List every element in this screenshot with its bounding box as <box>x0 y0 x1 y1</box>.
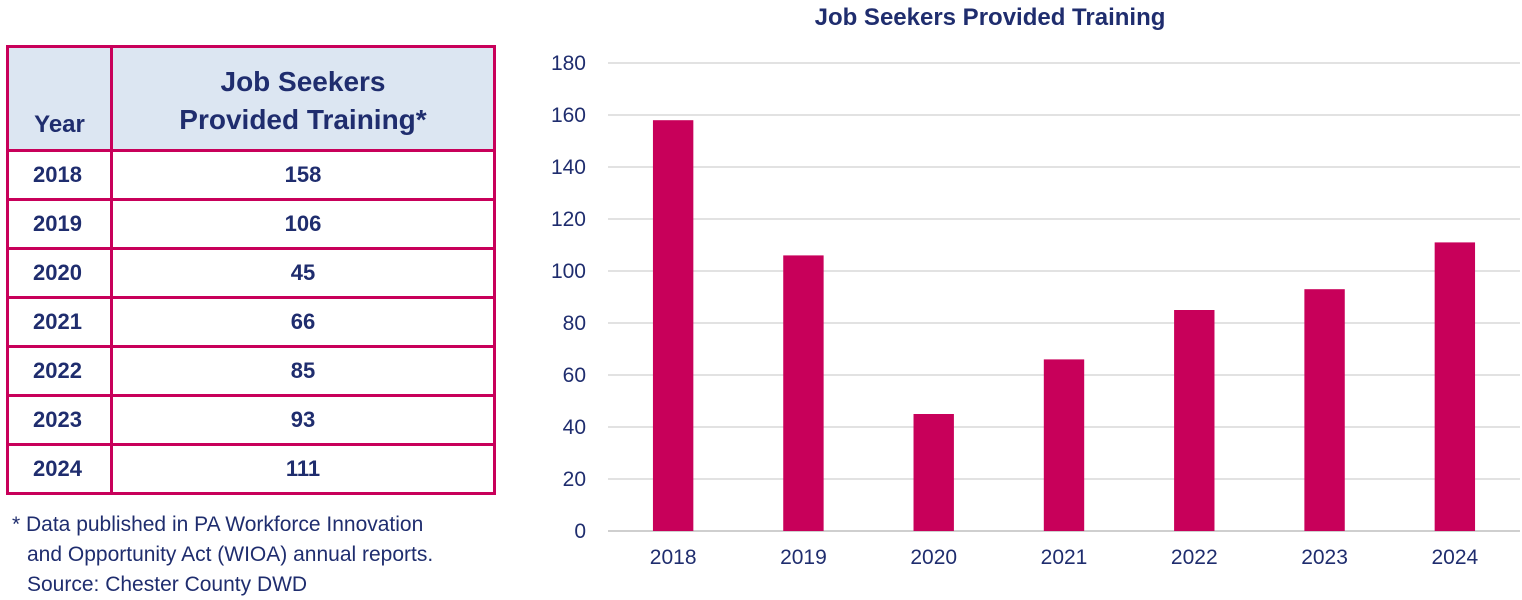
row-value: 93 <box>110 394 496 446</box>
bar-2019 <box>783 255 824 531</box>
row-value: 85 <box>110 345 496 397</box>
x-tick-label: 2018 <box>650 546 697 569</box>
footnote-line2: and Opportunity Act (WIOA) annual report… <box>27 543 434 566</box>
chart-title: Job Seekers Provided Training <box>814 4 1166 31</box>
row-value: 158 <box>110 149 496 201</box>
table-row: 2024 111 <box>6 443 496 495</box>
table-row: 2022 85 <box>6 345 496 397</box>
row-value: 66 <box>110 296 496 348</box>
y-axis-ticks: 0 20 40 60 80 100 120 140 160 180 <box>551 52 586 543</box>
header-job-seekers-line1: Job Seekers <box>220 66 386 97</box>
bar-2018 <box>652 120 694 531</box>
table-row: 2018 158 <box>6 149 496 201</box>
row-year: 2022 <box>6 345 113 397</box>
table-row: 2021 66 <box>6 296 496 348</box>
y-tick-label: 40 <box>563 416 586 439</box>
y-tick-label: 100 <box>551 260 586 283</box>
bar-2024 <box>1434 242 1476 531</box>
bar-2021 <box>1043 359 1085 531</box>
row-year: 2019 <box>6 198 113 250</box>
row-value: 45 <box>110 247 496 299</box>
row-year: 2020 <box>6 247 113 299</box>
x-tick-label: 2021 <box>1041 546 1088 569</box>
y-tick-label: 60 <box>563 364 586 387</box>
y-tick-label: 120 <box>551 208 586 231</box>
y-tick-label: 140 <box>551 156 586 179</box>
data-table: Year Job Seekers Provided Training* 2018… <box>6 45 496 495</box>
header-year: Year <box>6 45 113 152</box>
row-year: 2024 <box>6 443 113 495</box>
x-tick-label: 2022 <box>1171 546 1218 569</box>
x-axis-ticks: 2018 2019 2020 2021 2022 2023 2024 <box>650 546 1479 569</box>
bars <box>652 120 1476 531</box>
y-tick-label: 180 <box>551 52 586 75</box>
y-tick-label: 0 <box>574 520 586 543</box>
header-job-seekers: Job Seekers Provided Training* <box>110 45 496 152</box>
bar-2022 <box>1174 310 1215 531</box>
x-tick-label: 2024 <box>1431 546 1478 569</box>
y-tick-label: 80 <box>563 312 586 335</box>
x-tick-label: 2023 <box>1301 546 1348 569</box>
table-header-row: Year Job Seekers Provided Training* <box>6 45 496 152</box>
footnote-line1: * Data published in PA Workforce Innovat… <box>12 513 424 536</box>
y-tick-label: 160 <box>551 104 586 127</box>
row-year: 2021 <box>6 296 113 348</box>
table-row: 2020 45 <box>6 247 496 299</box>
row-value: 106 <box>110 198 496 250</box>
y-tick-label: 20 <box>563 468 586 491</box>
table-footnote: * Data published in PA Workforce Innovat… <box>12 510 522 600</box>
x-tick-label: 2019 <box>780 546 827 569</box>
row-year: 2023 <box>6 394 113 446</box>
row-value: 111 <box>110 443 496 495</box>
table-row: 2019 106 <box>6 198 496 250</box>
footnote-line3: Source: Chester County DWD <box>27 573 308 596</box>
bar-2020 <box>913 414 954 531</box>
table-row: 2023 93 <box>6 394 496 446</box>
bar-2023 <box>1304 289 1345 531</box>
x-tick-label: 2020 <box>910 546 957 569</box>
row-year: 2018 <box>6 149 113 201</box>
grid-lines <box>608 62 1520 532</box>
header-job-seekers-line2: Provided Training* <box>179 104 427 135</box>
